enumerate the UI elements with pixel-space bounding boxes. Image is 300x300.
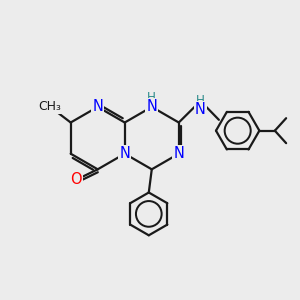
Text: N: N bbox=[195, 102, 206, 117]
Text: N: N bbox=[92, 99, 103, 114]
Text: O: O bbox=[70, 172, 82, 187]
Text: N: N bbox=[119, 146, 130, 161]
Text: N: N bbox=[173, 146, 184, 161]
Text: CH₃: CH₃ bbox=[38, 100, 61, 113]
Text: N: N bbox=[146, 99, 157, 114]
Text: H: H bbox=[147, 92, 156, 104]
Text: H: H bbox=[147, 100, 156, 113]
Text: H: H bbox=[196, 94, 205, 107]
